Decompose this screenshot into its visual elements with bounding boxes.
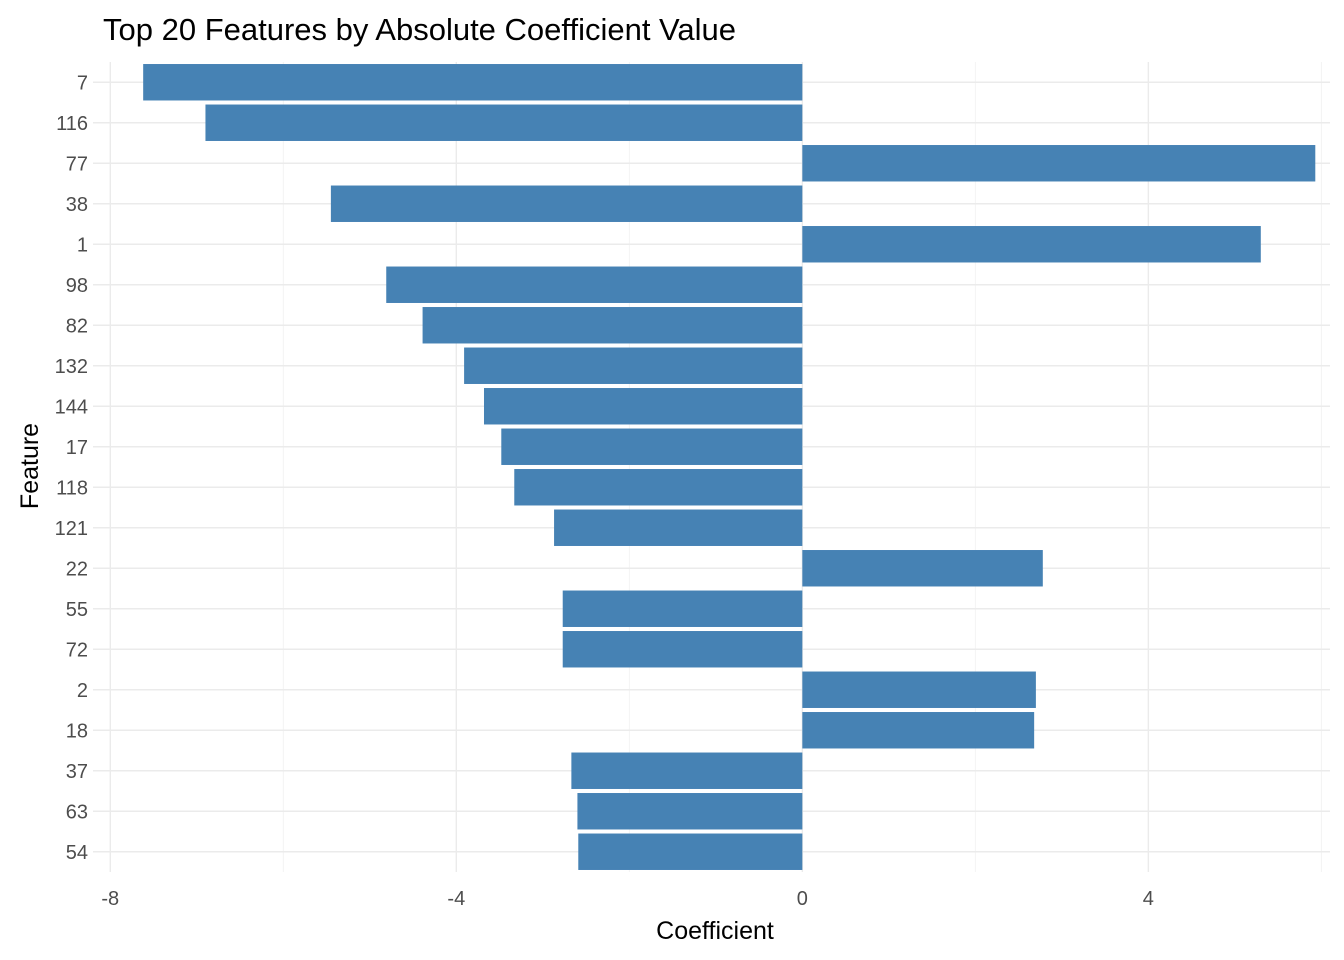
bar-feature-37	[571, 752, 803, 789]
y-tick-label: 17	[66, 437, 88, 459]
bar-feature-121	[554, 509, 803, 546]
bar-feature-118	[514, 469, 803, 506]
bar-feature-77	[802, 145, 1316, 182]
y-tick-label: 63	[66, 801, 88, 823]
bar-feature-1	[802, 226, 1261, 263]
x-axis-title: Coefficient	[656, 917, 774, 945]
bars	[143, 64, 1316, 870]
y-tick-label: 37	[66, 761, 88, 783]
bar-feature-82	[422, 307, 803, 344]
bar-feature-22	[802, 550, 1043, 587]
chart-title: Top 20 Features by Absolute Coefficient …	[103, 12, 736, 47]
y-tick-label: 98	[66, 275, 88, 297]
bar-feature-116	[205, 104, 803, 141]
y-tick-label: 82	[66, 315, 88, 337]
y-tick-label: 118	[56, 477, 88, 499]
bar-feature-132	[464, 347, 803, 384]
bar-feature-7	[143, 64, 803, 101]
y-tick-label: 132	[55, 356, 88, 378]
y-tick-label: 121	[55, 518, 88, 540]
x-tick-label: -4	[447, 888, 465, 910]
y-tick-label: 22	[66, 558, 88, 580]
bar-feature-63	[577, 793, 803, 830]
y-tick-label: 116	[56, 113, 88, 135]
x-tick-labels: -8 -4 0 4	[101, 888, 1154, 910]
grid-lines	[93, 62, 1330, 872]
y-axis-title: Feature	[16, 423, 44, 509]
bar-feature-98	[386, 266, 803, 303]
x-tick-label: 0	[797, 888, 808, 910]
bar-feature-2	[802, 671, 1036, 708]
bar-feature-72	[562, 631, 803, 668]
bar-feature-38	[330, 185, 803, 222]
x-tick-label: -8	[101, 888, 119, 910]
y-tick-labels: 7 116 77 38 1 98 82 132 144 17 118 121 22 55 72 2 18 37 63…	[55, 72, 88, 864]
x-tick-label: 4	[1143, 888, 1154, 910]
y-tick-label: 77	[66, 153, 88, 175]
bar-feature-54	[578, 833, 803, 870]
bar-feature-17	[501, 428, 803, 465]
y-tick-label: 18	[66, 720, 88, 742]
y-tick-label: 144	[55, 396, 88, 418]
y-tick-label: 7	[77, 72, 88, 94]
y-tick-label: 72	[66, 639, 88, 661]
y-tick-label: 55	[66, 599, 88, 621]
y-tick-label: 54	[66, 842, 88, 864]
y-tick-label: 2	[77, 680, 88, 702]
bar-feature-18	[802, 712, 1035, 749]
bar-feature-55	[562, 590, 803, 627]
y-tick-label: 1	[77, 234, 88, 256]
bar-feature-144	[483, 388, 803, 425]
y-tick-label: 38	[66, 194, 88, 216]
